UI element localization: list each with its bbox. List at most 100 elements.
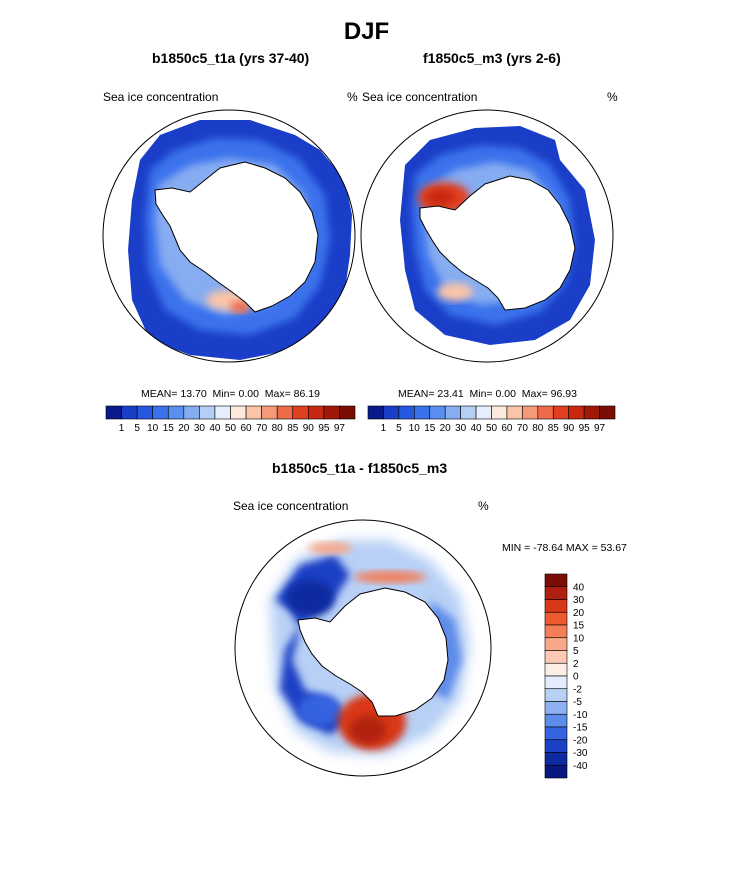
panel-2-variable-label: Sea ice concentration (362, 90, 478, 104)
panel-1-colorbar-swatch (339, 405, 356, 420)
panel-1-colorbar-tick-label: 5 (134, 423, 140, 434)
panel-2-colorbar-tick-label: 85 (548, 423, 560, 434)
panel-2-colorbar-swatch (444, 405, 461, 420)
panel-3-colorbar-swatch (544, 726, 568, 741)
panel-2-colorbar-tick-label: 60 (501, 423, 513, 434)
panel-1-colorbar-swatch (323, 405, 340, 420)
panel-3-units-label: % (478, 499, 489, 513)
panel-1-colorbar-tick-label: 80 (272, 423, 284, 434)
panel-3-colorbar-tick-label: -10 (573, 710, 588, 721)
panel-2-max-label: Max= (521, 388, 548, 400)
panel-2-colorbar-tick-label: 70 (517, 423, 529, 434)
panel-2-land (419, 175, 576, 311)
panel-2-colorbar-swatch (460, 405, 477, 420)
panel-3-colorbar-tick-label: 2 (573, 659, 579, 670)
panel-1-mean-value: 13.70 (180, 388, 207, 400)
panel-1-colorbar-swatch (152, 405, 169, 420)
panel-2-colorbar-swatch (429, 405, 446, 420)
panel-2-colorbar-swatch (383, 405, 400, 420)
panel-3-colorbar-swatch (544, 701, 568, 715)
panel-1-colorbar-swatch (167, 405, 185, 420)
panel-1-colorbar-swatch (199, 405, 216, 420)
panel-2-colorbar-tick-label: 97 (594, 423, 606, 434)
panel-2-units-label: % (607, 90, 618, 104)
panel-1-colorbar-tick-label: 20 (178, 423, 190, 434)
panel-3-colorbar-tick-label: -20 (573, 735, 588, 746)
panel-2-colorbar-swatch (537, 405, 554, 420)
panel-1-stats: MEAN= 13.70 Min= 0.00 Max= 86.19 (141, 388, 320, 400)
panel-3-colorbar-tick-label: 10 (573, 633, 585, 644)
panel-2-colorbar-tick-label: 1 (381, 423, 387, 434)
panel-2-colorbar-swatch (506, 405, 523, 420)
panel-1-warm-patch-3 (230, 301, 250, 313)
panel-2-colorbar: 1 5 10 15 20 30 40 50 60 70 80 85 90 95 97 (367, 405, 616, 434)
panel-3-colorbar-swatch (544, 650, 568, 664)
panel-1-colorbar-swatch (214, 405, 231, 420)
panel-2-colorbar-tick-label: 80 (532, 423, 544, 434)
panel-2-colorbar-swatch (475, 405, 492, 420)
panel-2-title: f1850c5_m3 (yrs 2-6) (423, 50, 561, 66)
panel-3-colorbar-swatch (544, 739, 568, 753)
panel-3-minmax: MIN = -78.64 MAX = 53.67 (502, 542, 627, 554)
panel-2-colorbar-swatch (367, 405, 384, 420)
panel-2-mean-value: 23.41 (437, 388, 464, 400)
panel-3-colorbar-tick-label: 0 (573, 672, 579, 683)
panel-3-land (297, 587, 449, 717)
panel-3-colorbar-swatch (544, 764, 568, 779)
panel-2-mean-label: MEAN= (398, 388, 435, 400)
panel-2-hot-core (426, 189, 454, 205)
panel-1-colorbar: 1 5 10 15 20 30 40 50 60 70 80 85 90 95 97 (105, 405, 356, 434)
panel-1-colorbar-tick-label: 97 (334, 423, 346, 434)
panel-1-colorbar-tick-label: 15 (163, 423, 175, 434)
panel-2-colorbar-swatch (583, 405, 600, 420)
panel-1-min-value: 0.00 (238, 388, 259, 400)
panel-3-colorbar-swatch (544, 675, 568, 690)
panel-3-blue-south (298, 694, 342, 726)
panel-3-colorbar-swatch (544, 573, 568, 588)
panel-1-mean-label: MEAN= (141, 388, 178, 400)
panel-1-colorbar-swatch (105, 405, 122, 420)
panel-2-colorbar-swatch (599, 405, 616, 420)
panel-3-colorbar-swatch (544, 624, 568, 639)
panel-3-colorbar-tick-label: -30 (573, 748, 588, 759)
panel-1-colorbar-tick-label: 50 (225, 423, 237, 434)
panel-2-colorbar-tick-label: 10 (409, 423, 421, 434)
panel-2-min-label: Min= (469, 388, 493, 400)
panel-2-colorbar-tick-label: 15 (424, 423, 436, 434)
panel-3-colorbar-tick-label: -2 (573, 684, 582, 695)
panel-3-colorbar-swatch (544, 688, 568, 702)
panel-2-colorbar-tick-label: 20 (440, 423, 452, 434)
panel-1-colorbar-swatch (245, 405, 262, 420)
panel-2-colorbar-tick-label: 5 (396, 423, 402, 434)
panel-3-colorbar-swatch (544, 713, 568, 728)
panel-2-colorbar-tick-label: 30 (455, 423, 467, 434)
panel-3-variable-label: Sea ice concentration (233, 499, 349, 513)
panel-1-colorbar-swatch (308, 405, 325, 420)
panel-1-land (154, 161, 319, 313)
panel-3-colorbar-swatch (544, 599, 568, 613)
panel-1-colorbar-swatch (230, 405, 247, 420)
panel-2-colorbar-swatch (552, 405, 569, 420)
panel-3-red-ross-core (350, 716, 386, 744)
panel-1-colorbar-tick-label: 85 (287, 423, 299, 434)
panel-2-colorbar-tick-label: 50 (486, 423, 498, 434)
panel-1-colorbar-tick-label: 60 (241, 423, 253, 434)
panel-1-max-label: Max= (264, 388, 291, 400)
panel-1-colorbar-tick-label: 1 (119, 423, 125, 434)
panel-3-colorbar-tick-label: -15 (573, 723, 588, 734)
panel-3-colorbar-swatch (544, 637, 568, 651)
panel-1-colorbar-tick-label: 10 (147, 423, 159, 434)
panel-1-colorbar-swatch (121, 405, 138, 420)
panel-3-colorbar-tick-label: 30 (573, 595, 585, 606)
panel-1-colorbar-tick-label: 30 (194, 423, 206, 434)
panel-2-colorbar-tick-label: 40 (471, 423, 483, 434)
panel-1-colorbar-swatch (183, 405, 200, 420)
panel-3-colorbar-tick-label: 5 (573, 646, 579, 657)
panel-1-colorbar-swatch (292, 405, 309, 420)
panel-1-max-value: 86.19 (293, 388, 320, 400)
panel-2-map (360, 109, 614, 363)
panel-3-colorbar-tick-label: 15 (573, 621, 585, 632)
panel-3-colorbar-swatch (544, 752, 568, 766)
